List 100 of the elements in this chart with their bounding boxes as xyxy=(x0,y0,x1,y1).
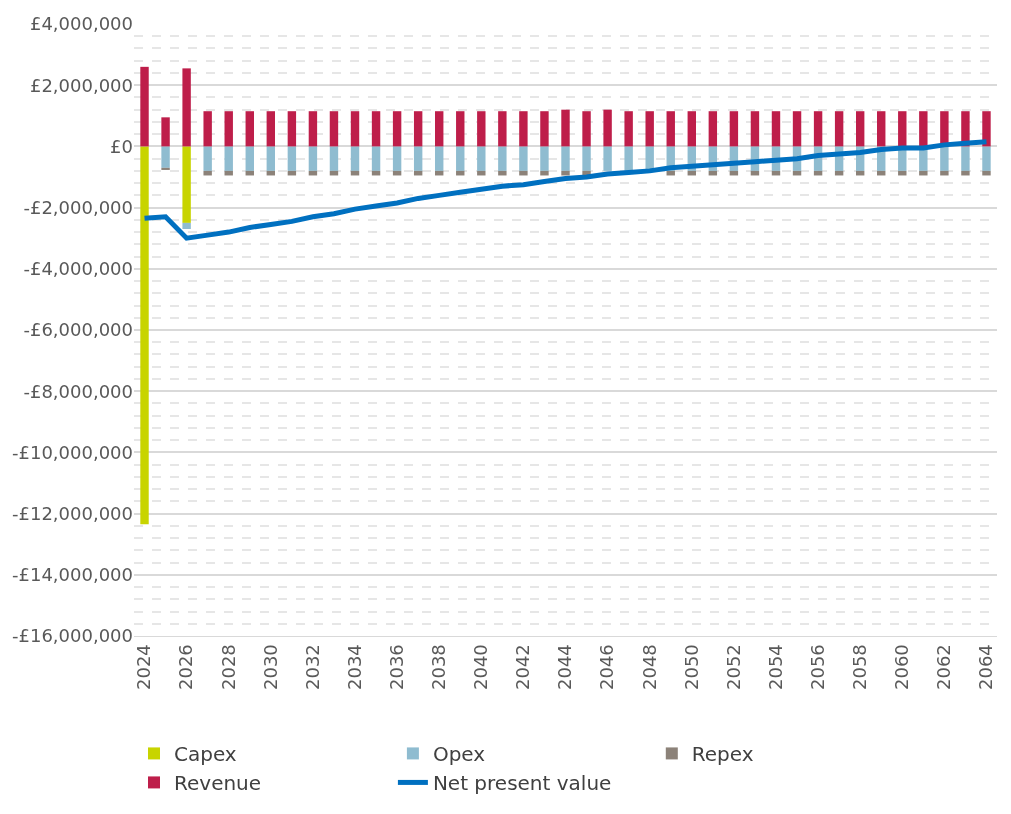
bar xyxy=(287,111,297,147)
bar xyxy=(350,111,360,147)
bar xyxy=(435,111,444,147)
x-tick-label: 2032 xyxy=(301,644,323,691)
bar xyxy=(982,111,991,147)
bar xyxy=(582,146,591,171)
bar xyxy=(540,170,549,176)
bar xyxy=(392,111,402,147)
x-tick-label: 2048 xyxy=(638,644,660,691)
x-tick-label: 2060 xyxy=(891,644,913,691)
legend-label: Revenue xyxy=(174,771,262,796)
bar xyxy=(540,111,549,147)
bar xyxy=(435,146,444,171)
bar xyxy=(245,111,254,147)
bar xyxy=(729,111,739,147)
x-tick-label: 2064 xyxy=(975,644,997,691)
bar xyxy=(392,146,402,171)
x-tick-label: 2052 xyxy=(722,644,744,691)
legend-label: Capex xyxy=(174,742,237,767)
bar xyxy=(477,146,486,171)
bar xyxy=(413,146,423,171)
bar xyxy=(498,146,507,171)
bar xyxy=(519,170,528,176)
bar xyxy=(603,146,612,171)
bar xyxy=(477,170,486,176)
x-tick-label: 2030 xyxy=(259,644,281,691)
bar xyxy=(898,111,907,147)
bar xyxy=(161,117,170,147)
bar xyxy=(561,170,570,176)
bar xyxy=(666,111,675,147)
y-tick-label: -£14,000,000 xyxy=(11,564,133,586)
x-tick-label: 2058 xyxy=(849,644,871,691)
bar xyxy=(877,111,886,147)
bar xyxy=(813,111,823,147)
bar xyxy=(540,146,549,171)
bar xyxy=(561,109,570,147)
bar xyxy=(308,111,318,147)
x-tick-label: 2056 xyxy=(806,644,828,691)
bar xyxy=(371,111,381,147)
y-tick-label: -£4,000,000 xyxy=(23,258,133,280)
bar xyxy=(182,68,191,147)
bar xyxy=(266,146,276,171)
x-tick-label: 2062 xyxy=(933,644,955,691)
bar xyxy=(266,111,276,147)
bar xyxy=(371,146,381,171)
bar xyxy=(708,111,718,147)
bar xyxy=(750,111,760,147)
y-tick-label: -£16,000,000 xyxy=(11,625,133,647)
x-tick-label: 2034 xyxy=(343,644,365,691)
y-tick-label: -£6,000,000 xyxy=(23,319,133,341)
x-tick-label: 2046 xyxy=(596,644,618,691)
bar xyxy=(350,146,360,171)
bar xyxy=(771,111,781,147)
bar xyxy=(792,111,802,147)
bar xyxy=(498,170,507,176)
bar xyxy=(982,146,991,171)
bar xyxy=(624,146,633,171)
bar xyxy=(203,146,212,171)
bar xyxy=(961,146,970,171)
bar xyxy=(687,111,696,147)
x-tick-label: 2038 xyxy=(428,644,450,691)
bar xyxy=(940,170,949,176)
legend-label: Opex xyxy=(432,742,486,767)
bar xyxy=(182,146,191,223)
bar xyxy=(582,111,591,147)
bar xyxy=(834,111,844,147)
bar xyxy=(855,111,865,147)
bar xyxy=(329,146,339,171)
x-tick-label: 2050 xyxy=(680,644,702,691)
bar xyxy=(308,146,318,171)
y-tick-label: £0 xyxy=(110,135,133,157)
bar xyxy=(940,146,949,171)
bar xyxy=(961,170,970,176)
bar xyxy=(224,146,233,171)
x-tick-label: 2044 xyxy=(554,644,576,691)
bar xyxy=(329,111,339,147)
bar xyxy=(919,170,928,176)
bar xyxy=(477,111,486,147)
bar xyxy=(498,111,507,147)
x-tick-label: 2028 xyxy=(217,644,239,691)
bar xyxy=(561,146,570,171)
x-tick-label: 2054 xyxy=(764,644,786,691)
bar xyxy=(519,146,528,171)
bar xyxy=(456,111,465,147)
x-tick-label: 2026 xyxy=(175,644,197,691)
bar xyxy=(456,146,465,171)
bar xyxy=(287,146,297,171)
bar xyxy=(140,66,149,147)
bar xyxy=(413,111,423,147)
bar xyxy=(919,111,928,147)
x-tick-label: 2036 xyxy=(385,644,407,691)
y-tick-label: £2,000,000 xyxy=(29,74,133,96)
y-tick-label: -£8,000,000 xyxy=(23,380,133,402)
bar xyxy=(624,111,633,147)
y-tick-label: -£2,000,000 xyxy=(23,196,133,218)
y-tick-label: -£12,000,000 xyxy=(11,502,133,524)
bar xyxy=(203,111,212,147)
bar xyxy=(982,170,991,176)
y-tick-label: -£10,000,000 xyxy=(11,441,133,463)
bar xyxy=(224,111,233,147)
